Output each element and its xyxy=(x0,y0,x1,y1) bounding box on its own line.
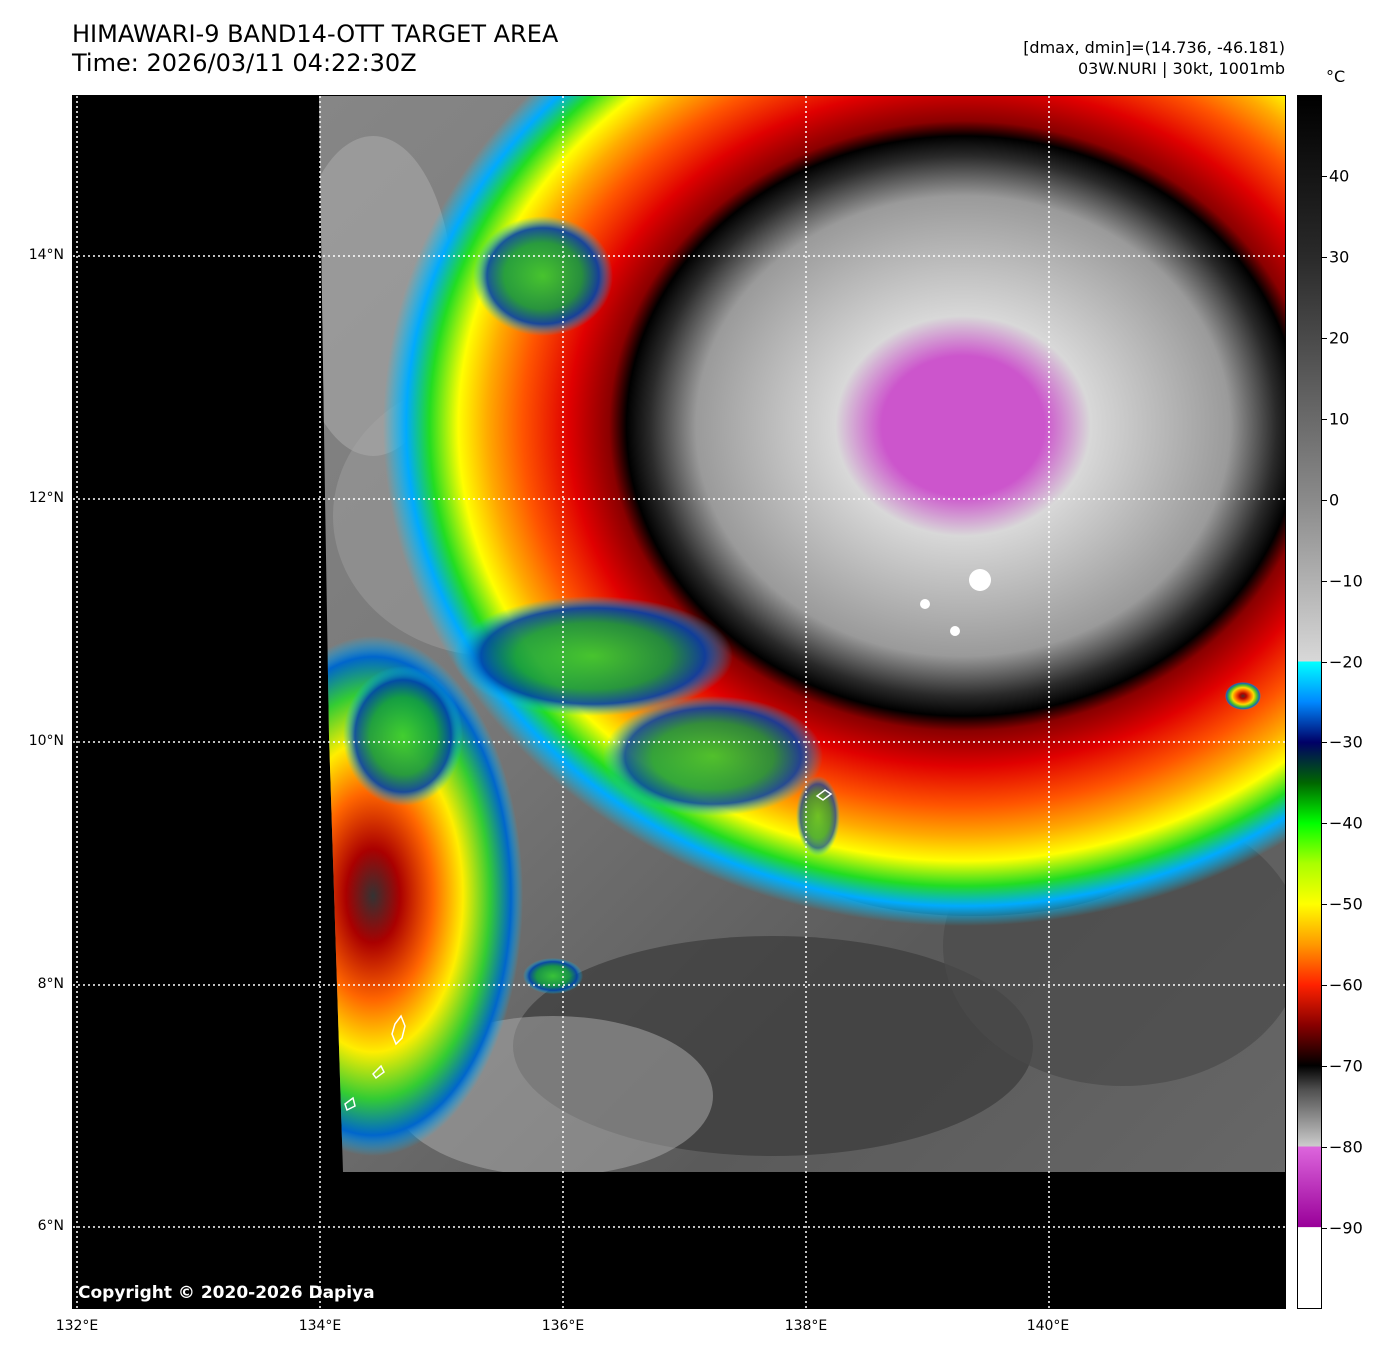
lon-label-138e: 138°E xyxy=(784,1318,828,1334)
colorbar-tick-label: 40 xyxy=(1329,166,1350,186)
colorbar-tick-label: −50 xyxy=(1329,894,1363,914)
colorbar-tick-label: −60 xyxy=(1329,975,1363,995)
info-block: [dmax, dmin]=(14.736, -46.181) 03W.NURI … xyxy=(1023,37,1285,79)
colorbar xyxy=(1297,95,1322,1309)
colorbar-tick-mark xyxy=(1322,1066,1327,1068)
colorbar-tick-mark xyxy=(1322,175,1327,177)
lat-label-14n: 14°N xyxy=(28,247,64,263)
lon-label-134e: 134°E xyxy=(298,1318,342,1334)
colorbar-tick-mark xyxy=(1322,661,1327,663)
colorbar-tick-mark xyxy=(1322,904,1327,906)
colorbar-tick-mark xyxy=(1322,742,1327,744)
colorbar-tick-label: −10 xyxy=(1329,571,1363,591)
colorbar-tick-mark xyxy=(1322,256,1327,258)
lat-label-10n: 10°N xyxy=(28,733,64,749)
lon-label-140e: 140°E xyxy=(1026,1318,1070,1334)
lat-label-8n: 8°N xyxy=(37,976,64,992)
colorbar-tick-mark xyxy=(1322,985,1327,987)
lon-label-132e: 132°E xyxy=(55,1318,99,1334)
colorbar-tick-label: −90 xyxy=(1329,1218,1363,1238)
lon-label-136e: 136°E xyxy=(541,1318,585,1334)
colorbar-tick-label: −40 xyxy=(1329,813,1363,833)
range-line: [dmax, dmin]=(14.736, -46.181) xyxy=(1023,38,1285,57)
colorbar-tick-label: −30 xyxy=(1329,732,1363,752)
colorbar-unit: °C xyxy=(1326,67,1346,86)
time-line: Time: 2026/03/11 04:22:30Z xyxy=(72,49,417,77)
satellite-map xyxy=(72,95,1286,1309)
colorbar-tick-mark xyxy=(1322,580,1327,582)
colorbar-tick-mark xyxy=(1322,1228,1327,1230)
colorbar-tick-label: 20 xyxy=(1329,328,1350,348)
colorbar-tick-label: −80 xyxy=(1329,1137,1363,1157)
colorbar-tick-label: 0 xyxy=(1329,490,1340,510)
chart-title: HIMAWARI-9 BAND14-OTT TARGET AREA Time: … xyxy=(72,20,558,78)
colorbar-tick-mark xyxy=(1322,499,1327,501)
satellite-image xyxy=(73,96,1285,1308)
colorbar-tick-mark xyxy=(1322,337,1327,339)
storm-line: 03W.NURI | 30kt, 1001mb xyxy=(1077,59,1285,78)
lat-label-12n: 12°N xyxy=(28,490,64,506)
lat-label-6n: 6°N xyxy=(37,1218,64,1234)
colorbar-tick-label: −20 xyxy=(1329,652,1363,672)
colorbar-tick-mark xyxy=(1322,823,1327,825)
copyright-notice: Copyright © 2020-2026 Dapiya xyxy=(78,1283,375,1303)
title-line: HIMAWARI-9 BAND14-OTT TARGET AREA xyxy=(72,20,559,48)
colorbar-tick-label: 30 xyxy=(1329,247,1350,267)
colorbar-tick-label: 10 xyxy=(1329,409,1350,429)
coastline xyxy=(344,789,833,1112)
graticule xyxy=(73,96,1285,1308)
colorbar-tick-label: −70 xyxy=(1329,1056,1363,1076)
colorbar-tick-mark xyxy=(1322,418,1327,420)
colorbar-tick-mark xyxy=(1322,1147,1327,1149)
